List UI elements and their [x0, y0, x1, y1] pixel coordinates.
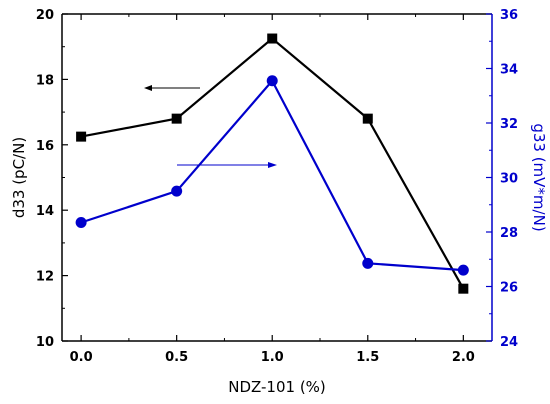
- annotation-arrowhead-right: [268, 162, 277, 168]
- data-point-square: [171, 113, 182, 124]
- y-right-tick-label: 24: [500, 335, 518, 350]
- data-point-circle: [75, 216, 87, 228]
- data-point-square: [458, 283, 469, 294]
- x-tick-label: 0.5: [165, 350, 188, 365]
- y-right-tick-label: 26: [500, 281, 518, 296]
- y-right-tick-label: 30: [500, 172, 518, 187]
- data-point-circle: [362, 257, 374, 269]
- data-point-circle: [457, 264, 469, 276]
- y-left-tick-label: 20: [36, 8, 54, 23]
- data-point-square: [76, 131, 87, 142]
- plot-area: 0.0 0.5 1.0 1.5 2.0 10 12 14 16 18 20 24 26 28 30 32 34 3…: [10, 8, 548, 396]
- y-left-tick-label: 16: [36, 139, 54, 154]
- y-right-tick-label: 36: [500, 8, 518, 23]
- data-point-square: [362, 113, 373, 124]
- x-tick-label: 0.0: [70, 350, 93, 365]
- y-right-tick-label: 34: [500, 63, 518, 78]
- y-left-axis-title: d33 (pC/N): [10, 137, 28, 218]
- x-tick-label: 1.0: [261, 350, 284, 365]
- y-right-tick-label: 32: [500, 117, 518, 132]
- y-left-tick-label: 10: [36, 335, 54, 350]
- data-point-square: [267, 33, 278, 44]
- y-left-tick-label: 18: [36, 73, 54, 88]
- x-tick-label: 2.0: [452, 350, 475, 365]
- data-point-circle: [266, 75, 278, 87]
- x-tick-label: 1.5: [356, 350, 379, 365]
- y-right-axis-title: g33 (mV*m/N): [530, 123, 548, 231]
- data-point-circle: [171, 185, 183, 197]
- y-right-tick-label: 28: [500, 226, 518, 241]
- y-left-tick-label: 12: [36, 270, 54, 285]
- annotation-arrowhead-left: [144, 85, 152, 91]
- x-axis-title: NDZ-101 (%): [228, 378, 326, 396]
- y-left-tick-label: 14: [36, 204, 54, 219]
